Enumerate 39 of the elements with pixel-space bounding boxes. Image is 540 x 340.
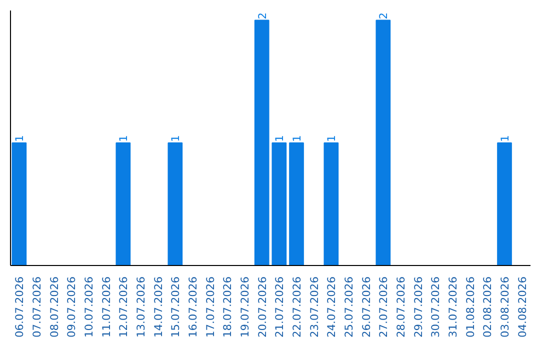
x-tick-label: 26.07.2026 [360,276,373,338]
x-tick-label: 07.07.2026 [30,276,44,338]
x-tick-label: 03.08.2026 [498,276,512,338]
x-tick-label: 24.07.2026 [325,276,338,338]
x-tick-label: 22.07.2026 [290,276,304,338]
x-tick-label: 30.07.2026 [429,276,442,338]
x-tick-label: 21.07.2026 [273,276,286,338]
x-tick-label: 16.07.2026 [186,276,200,338]
x-tick-label: 06.07.2026 [13,276,26,338]
x-tick-label: 25.07.2026 [342,276,356,338]
x-tick-label: 04.08.2026 [516,276,529,338]
data-label: 1 [13,135,26,142]
data-label: 1 [290,135,304,142]
data-label: 1 [498,135,512,142]
x-tick-label: 10.07.2026 [82,276,96,338]
x-tick-label: 27.07.2026 [377,276,390,338]
x-tick-label: 20.07.2026 [256,276,269,338]
x-tick-label: 17.07.2026 [204,276,217,338]
x-tick-label: 13.07.2026 [134,276,148,338]
x-tick-label: 01.08.2026 [464,276,477,338]
data-label: 2 [377,12,390,20]
x-tick-label: 08.07.2026 [48,276,61,338]
x-tick-label: 31.07.2026 [446,276,460,338]
x-tick-label: 02.08.2026 [481,276,494,338]
data-label: 2 [256,12,269,20]
x-tick-label: 14.07.2026 [152,276,165,338]
x-tick-label: 28.07.2026 [394,276,408,338]
data-label: 1 [117,135,130,142]
x-tick-label: 19.07.2026 [238,276,252,338]
x-tick-label: 12.07.2026 [117,276,130,338]
data-label: 1 [273,135,286,142]
data-label: 1 [325,135,338,142]
x-tick-label: 29.07.2026 [412,276,425,338]
x-tick-label: 15.07.2026 [169,276,182,338]
data-label: 1 [169,135,182,142]
x-tick-label: 23.07.2026 [308,276,321,338]
x-tick-label: 18.07.2026 [221,276,234,338]
x-tick-label: 09.07.2026 [65,276,78,338]
x-tick-label: 11.07.2026 [100,276,113,338]
